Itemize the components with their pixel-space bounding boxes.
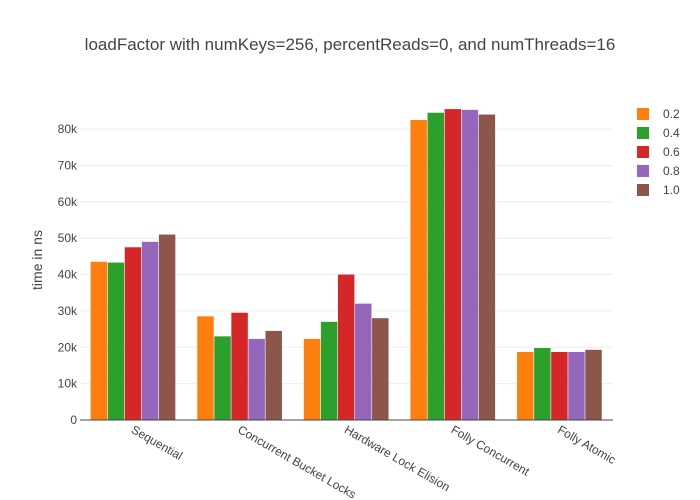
legend-item[interactable]: 0.6	[637, 145, 680, 159]
x-tick-label: Hardware Lock Elision	[342, 422, 452, 494]
bar-1-0-0[interactable]	[158, 234, 176, 420]
y-tick-label: 10k	[58, 377, 78, 391]
bars	[90, 109, 602, 421]
legend-label: 0.6	[663, 145, 680, 159]
y-tick-label: 80k	[58, 122, 78, 136]
y-tick-label: 50k	[58, 231, 78, 245]
y-tick-label: 70k	[58, 158, 78, 172]
y-tick-label: 20k	[58, 340, 78, 354]
y-axis-title: time in ns	[29, 230, 45, 290]
y-tick-label: 40k	[58, 268, 78, 282]
x-tick-label: Folly Concurrent	[449, 422, 533, 478]
chart-title: loadFactor with numKeys=256, percentRead…	[85, 35, 616, 54]
bar-1-0-3[interactable]	[478, 114, 496, 421]
legend-label: 0.4	[663, 126, 680, 140]
y-axis-ticks: 0 10k 20k 30k 40k 50k 60k 70k 80k	[58, 122, 78, 427]
x-axis-ticks: Sequential Concurrent Bucket LocksHardwar…	[129, 422, 618, 500]
bar-0-2-2[interactable]	[303, 338, 321, 420]
bar-0-6-4[interactable]	[551, 352, 568, 420]
bar-0-4-1[interactable]	[214, 336, 231, 420]
bar-0-4-4[interactable]	[534, 348, 551, 420]
bar-0-4-0[interactable]	[107, 262, 125, 420]
bar-0-8-4[interactable]	[568, 352, 585, 420]
bar-0-6-2[interactable]	[337, 274, 355, 420]
bar-0-8-1[interactable]	[248, 338, 265, 420]
bar-0-8-3[interactable]	[461, 109, 479, 420]
bar-0-2-3[interactable]	[410, 120, 427, 420]
legend-label: 0.2	[663, 107, 680, 121]
legend[interactable]: 0.2 0.4 0.6 0.8 1.0	[637, 107, 680, 197]
bar-0-6-1[interactable]	[231, 312, 248, 420]
bar-0-8-2[interactable]	[355, 303, 372, 420]
bar-1-0-2[interactable]	[372, 318, 389, 420]
legend-swatch	[637, 108, 649, 120]
y-tick-label: 60k	[58, 195, 78, 209]
legend-label: 1.0	[663, 183, 680, 197]
bar-0-2-1[interactable]	[197, 316, 214, 420]
legend-swatch	[637, 184, 649, 196]
bar-0-4-3[interactable]	[427, 112, 444, 420]
bar-1-0-4[interactable]	[585, 349, 602, 420]
bar-0-8-0[interactable]	[141, 241, 159, 420]
legend-item[interactable]: 1.0	[637, 183, 680, 197]
bar-0-2-4[interactable]	[517, 352, 534, 420]
bar-1-0-1[interactable]	[265, 330, 282, 420]
y-tick-label: 30k	[58, 304, 78, 318]
bar-0-6-3[interactable]	[444, 109, 462, 420]
legend-label: 0.8	[663, 164, 680, 178]
legend-item[interactable]: 0.8	[637, 164, 680, 178]
legend-swatch	[637, 146, 649, 158]
legend-item[interactable]: 0.2	[637, 107, 680, 121]
y-tick-label: 0	[70, 413, 77, 427]
x-tick-label: Concurrent Bucket Locks	[235, 422, 358, 500]
x-tick-label: Sequential	[129, 422, 185, 462]
x-tick-label: Folly Atomic	[555, 422, 618, 466]
bar-0-2-0[interactable]	[90, 261, 108, 420]
bar-0-4-2[interactable]	[320, 321, 338, 420]
bar-0-6-0[interactable]	[124, 247, 142, 420]
legend-swatch	[637, 127, 649, 139]
legend-item[interactable]: 0.4	[637, 126, 680, 140]
legend-swatch	[637, 165, 649, 177]
